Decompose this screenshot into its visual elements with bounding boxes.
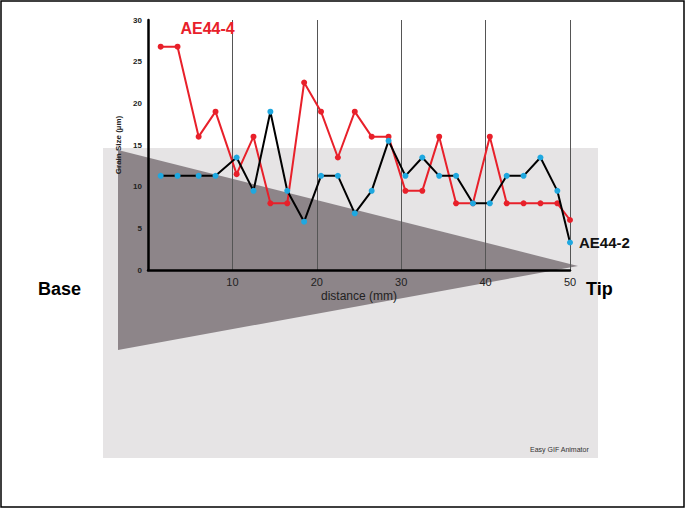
- svg-text:50: 50: [564, 276, 576, 288]
- svg-text:30: 30: [395, 276, 407, 288]
- svg-text:Easy GIF Animator: Easy GIF Animator: [530, 446, 589, 454]
- svg-text:20: 20: [133, 99, 142, 108]
- svg-text:AE44-2: AE44-2: [579, 234, 630, 251]
- svg-text:0: 0: [138, 266, 143, 275]
- svg-text:30: 30: [133, 16, 142, 25]
- svg-text:distance (mm): distance (mm): [321, 289, 397, 303]
- svg-text:5: 5: [138, 224, 143, 233]
- svg-text:Base: Base: [38, 279, 81, 299]
- svg-text:20: 20: [311, 276, 323, 288]
- svg-text:10: 10: [226, 276, 238, 288]
- svg-text:Grain Size (µm): Grain Size (µm): [114, 115, 123, 174]
- svg-text:10: 10: [133, 182, 142, 191]
- svg-text:15: 15: [133, 141, 142, 150]
- svg-text:AE44-4: AE44-4: [180, 20, 234, 37]
- svg-text:Tip: Tip: [586, 279, 613, 299]
- svg-text:40: 40: [479, 276, 491, 288]
- svg-text:25: 25: [133, 57, 142, 66]
